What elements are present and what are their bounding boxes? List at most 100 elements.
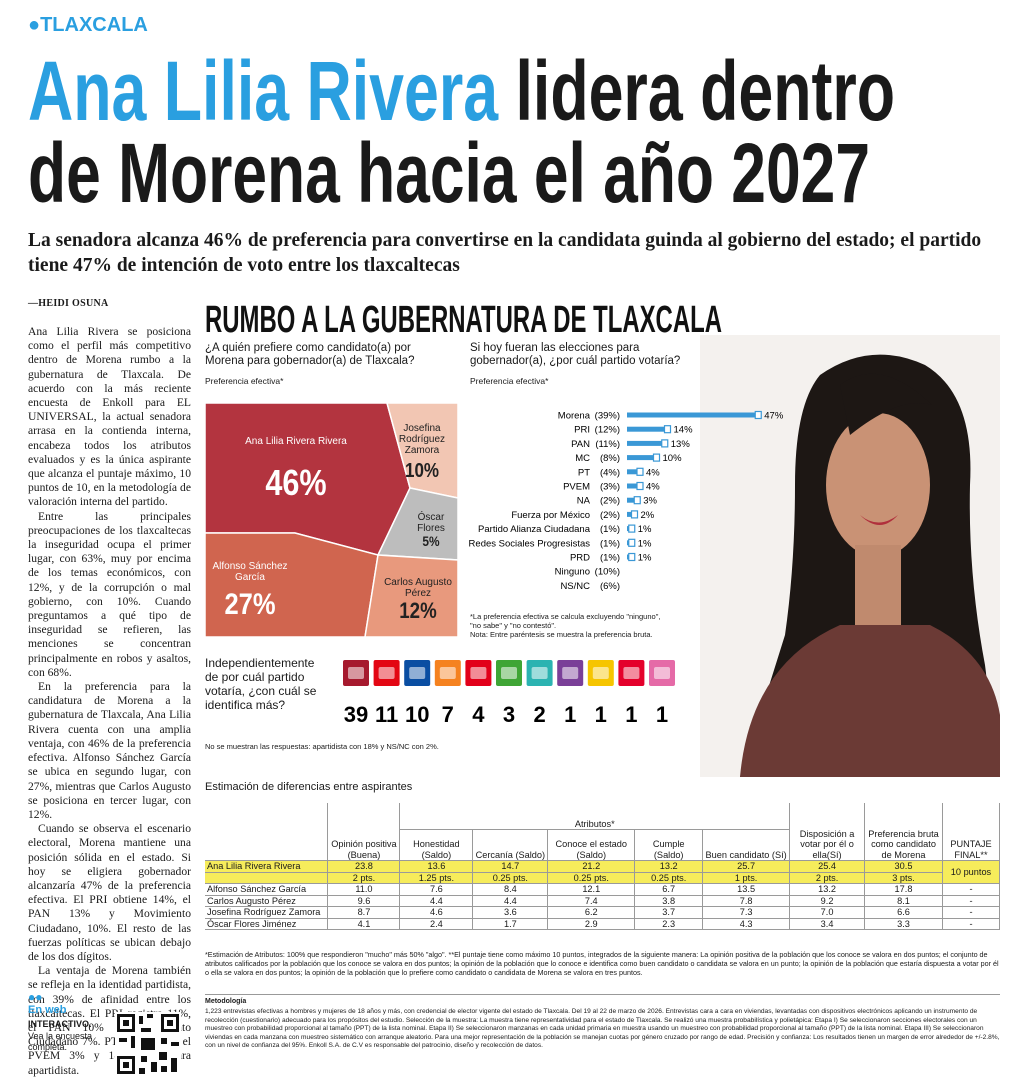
web-title: INTERACTIVO.	[28, 1019, 92, 1029]
bar	[627, 440, 663, 446]
bar	[627, 426, 666, 432]
header-cell: Preferencia bruta como candidato de More…	[864, 803, 943, 861]
table-cell: 7.0	[789, 906, 866, 919]
graphic-title: RUMBO A LA GUBERNATURA DE TLAXCALA	[205, 299, 722, 341]
treemap-value: 12%	[399, 598, 437, 623]
identification-value: 10	[405, 702, 429, 727]
bar-category: PRI	[574, 425, 590, 436]
bar-category: Ninguno	[555, 567, 590, 578]
bar-raw-label: (12%)	[595, 425, 620, 436]
footnote: *Estimación de Atributos: 100% que respo…	[205, 950, 999, 977]
table-cell: 13.2	[634, 860, 704, 873]
table-cell: 4.1	[327, 917, 401, 930]
party-logo-inner	[623, 667, 640, 679]
headline-text: lidera dentro	[516, 44, 895, 138]
table-cell: 30.5	[864, 860, 943, 873]
treemap-value: 10%	[404, 460, 440, 482]
identification-value: 1	[656, 702, 668, 727]
bar-end	[663, 425, 672, 434]
bar-category: NA	[577, 496, 591, 507]
table-cell: 7.6	[399, 883, 474, 896]
treemap-question: ¿A quién prefiere como candidato(a) por …	[205, 342, 415, 367]
section-label: ●TLAXCALA	[28, 14, 148, 37]
table-cell: 4.4	[472, 894, 549, 907]
treemap-value: 46%	[265, 462, 327, 503]
identification-value: 3	[503, 702, 515, 727]
party-logo	[373, 660, 400, 686]
party-logo	[465, 660, 492, 686]
bar-category: Fuerza por México	[511, 510, 590, 521]
points-cell: 0.25 pts.	[472, 871, 549, 884]
table-cell: 21.2	[547, 860, 636, 873]
bar-raw-label: (39%)	[595, 411, 620, 422]
header-cell: Honestidad (Saldo)	[399, 829, 474, 861]
party-logo-inner	[348, 667, 364, 679]
points-cell: 1 pts.	[702, 871, 791, 884]
bar-value-label: 1%	[638, 524, 652, 535]
points-cell: 0.25 pts.	[634, 871, 704, 884]
bar-question: Si hoy fueran las elecciones para gobern…	[470, 342, 681, 367]
points-cell: 1.25 pts.	[399, 871, 474, 884]
bar-note-line: *La preferencia efectiva se calcula excl…	[470, 612, 661, 630]
party-logo	[343, 660, 369, 686]
party-logo	[587, 660, 614, 686]
bar-raw-label: (1%)	[600, 553, 620, 564]
table-cell: 3.3	[864, 917, 943, 930]
headline-line2: de Morena hacia el año 2027	[28, 126, 870, 220]
bar-value-label: 4%	[646, 482, 660, 493]
identification-value: 39	[344, 702, 368, 727]
table-cell: 14.7	[472, 860, 549, 873]
table-row: Óscar Flores Jiménez 4.1 2.4 1.7 2.9 2.3 4.3 3.…	[205, 917, 1001, 930]
bar-end	[661, 439, 669, 448]
table-cell: 6.6	[864, 906, 943, 919]
table-cell: -	[941, 883, 1001, 896]
bar-raw-label: (11%)	[595, 439, 620, 450]
bar	[627, 483, 638, 489]
table-cell: 8.1	[864, 894, 943, 907]
party-logo-inner	[592, 667, 609, 679]
paragraph: Entre las principales preocupaciones de …	[28, 509, 191, 679]
table-cell: 25.4	[789, 860, 866, 873]
row-name: Alfonso Sánchez García	[205, 883, 329, 896]
table-cell: 3.8	[634, 894, 704, 907]
table-row: Carlos Augusto Pérez 9.6 4.4 4.4 7.4 3.8 7.8 9.…	[205, 894, 1001, 907]
bar-value-label: 2%	[641, 510, 655, 521]
bar-raw-label: (1%)	[600, 538, 620, 549]
bar-value-label: 4%	[646, 467, 660, 478]
bar-value-label: 1%	[638, 553, 652, 564]
treemap-value: 27%	[224, 588, 276, 621]
bar	[627, 469, 638, 475]
row-name: Josefina Rodríguez Zamora	[205, 906, 329, 919]
row-name: Óscar Flores Jiménez	[205, 917, 329, 930]
table-cell: 1.7	[472, 917, 549, 930]
treemap-value: 5%	[422, 533, 440, 549]
bar-value-label: 14%	[674, 425, 694, 436]
table-cell: 2.3	[634, 917, 704, 930]
table-cell: 4.6	[399, 906, 474, 919]
header-row: Opinión positiva (Buena) Atributos* Dispos…	[205, 803, 1001, 861]
table-cell: -	[941, 906, 1001, 919]
table-cell: 4.3	[702, 917, 791, 930]
table-cell: 10 puntos	[941, 860, 1001, 884]
bar-value-label: 1%	[638, 538, 652, 549]
article-body: Ana Lilia Rivera se posiciona como el pe…	[28, 325, 191, 1078]
header-cell: Disposición a votar por él o ella(Sí)	[789, 803, 866, 861]
party-logo-inner	[562, 667, 579, 679]
bar-value-label: 10%	[663, 453, 683, 464]
photo-lips	[860, 515, 898, 525]
paragraph: Cuando se observa el escenario electoral…	[28, 822, 191, 963]
qr-code[interactable]	[115, 1012, 181, 1076]
bar	[627, 497, 636, 503]
photo	[700, 335, 1000, 777]
web-text: Vea la encuesta completa.	[28, 1031, 93, 1052]
paragraph: Ana Lilia Rivera se posiciona como el pe…	[28, 325, 191, 509]
photo-bangs	[840, 373, 932, 435]
identification-note: No se muestran las respuestas: apartidis…	[205, 742, 439, 751]
identification-value: 1	[625, 702, 637, 727]
table-cell: 13.5	[702, 883, 791, 896]
points-row: 2 pts. 1.25 pts. 0.25 pts. 0.25 pts. 0.25 pt…	[205, 871, 1000, 884]
table-body: Ana Lilia Rivera Rivera 23.8 13.6 14.7 21.2 1…	[205, 860, 1001, 930]
bar-category: Partido Alianza Ciudadana	[478, 524, 591, 535]
row-name: Carlos Augusto Pérez	[205, 894, 329, 907]
bar-end	[628, 538, 636, 547]
